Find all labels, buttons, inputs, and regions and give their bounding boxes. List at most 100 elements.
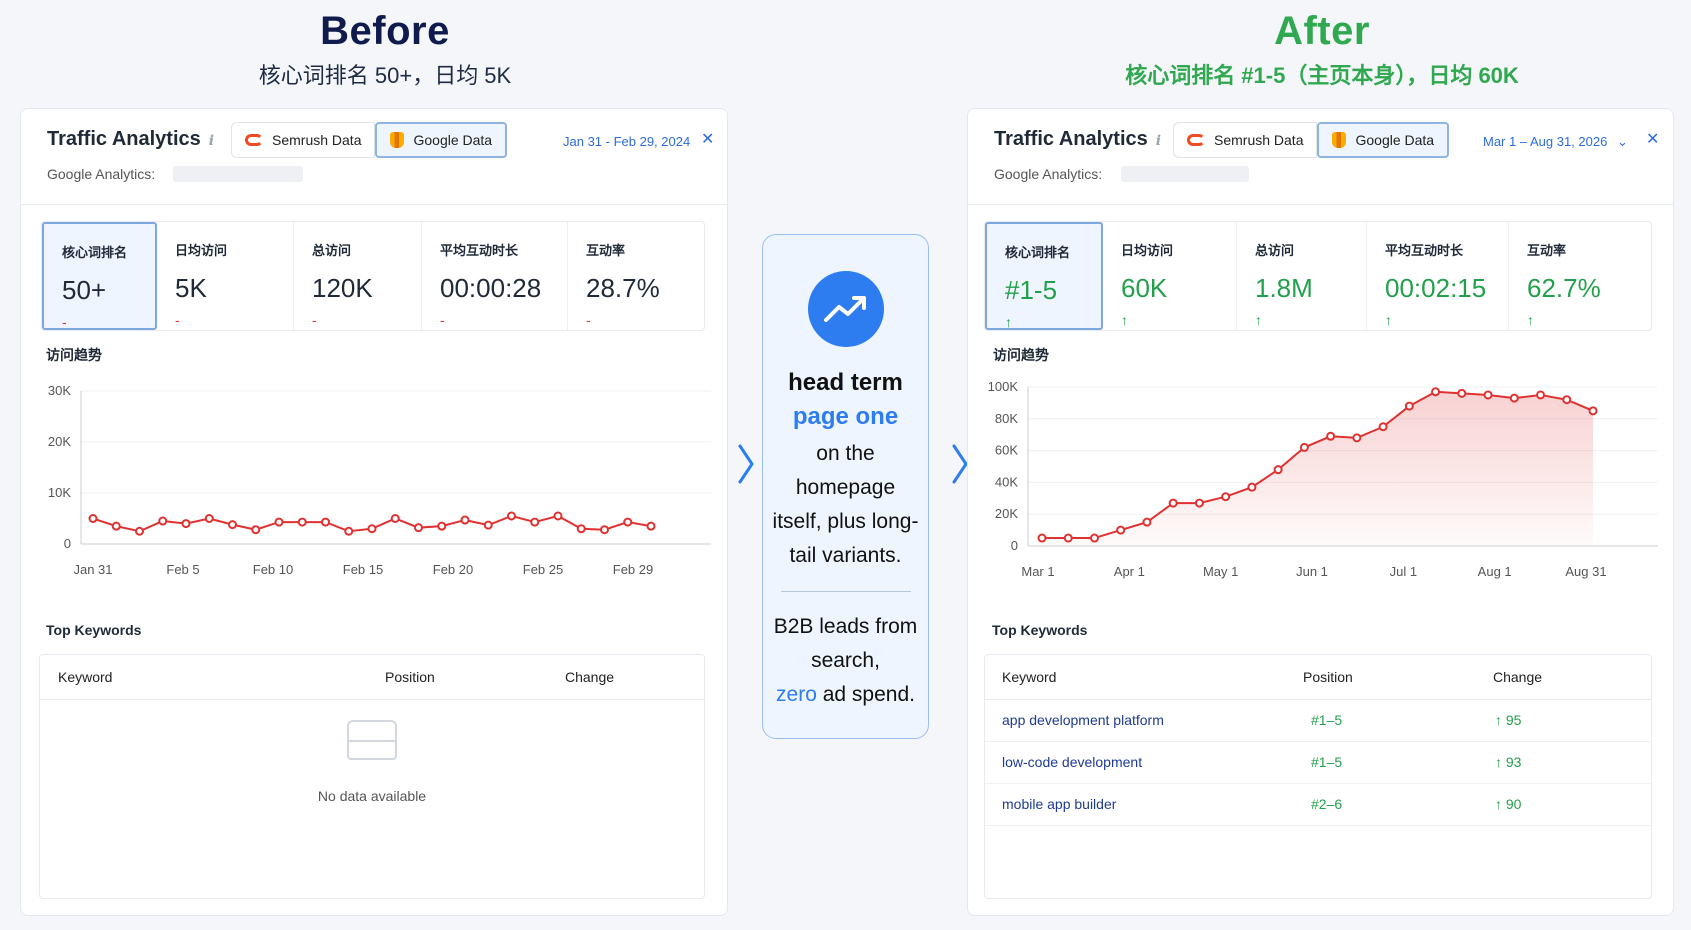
data-point[interactable] — [600, 525, 609, 535]
tab-google-data[interactable]: Google Data — [375, 122, 508, 158]
google-analytics-icon — [390, 132, 405, 148]
data-point[interactable] — [507, 511, 516, 521]
column-keyword: Keyword — [58, 669, 113, 685]
data-point[interactable] — [1221, 492, 1231, 502]
data-point[interactable] — [297, 517, 307, 527]
data-point[interactable] — [1116, 525, 1126, 535]
info-icon[interactable]: i — [1155, 133, 1162, 149]
data-point[interactable] — [204, 514, 214, 523]
data-point[interactable] — [367, 524, 377, 534]
y-tick-label: 100K — [988, 379, 1019, 394]
data-point[interactable] — [1378, 422, 1388, 432]
data-point[interactable] — [414, 523, 423, 533]
metric-card[interactable]: 日均访问 5K - — [157, 222, 294, 330]
metric-indicator: ↑ — [1121, 312, 1128, 328]
data-point[interactable] — [1509, 393, 1519, 403]
keyword-cell: app development platform — [1002, 712, 1164, 728]
metric-card[interactable]: 平均互动时长 00:02:15 ↑ — [1367, 222, 1509, 330]
table-row[interactable]: mobile app builder #2–6 ↑ 90 — [985, 784, 1651, 826]
data-point[interactable] — [530, 517, 540, 527]
metric-card[interactable]: 核心词排名 #1-5 ↑ — [985, 222, 1103, 330]
data-point[interactable] — [437, 521, 447, 531]
panel-header: Traffic Analytics i Semrush Data Google D… — [21, 109, 727, 205]
data-point[interactable] — [1273, 465, 1283, 475]
data-point[interactable] — [1588, 406, 1598, 416]
keyword-cell: low-code development — [1002, 754, 1143, 770]
data-point[interactable] — [251, 525, 261, 535]
before-traffic-chart: 0 10K 20K 30K Jan 31 Feb 5 Feb 10 Feb 15 Feb 20 F… — [48, 383, 711, 577]
y-tick-label: 20K — [995, 506, 1018, 521]
tab-google-data[interactable]: Google Data — [1317, 122, 1450, 158]
data-point[interactable] — [460, 515, 470, 525]
metric-card[interactable]: 核心词排名 50+ - — [42, 222, 157, 330]
x-tick-label: Apr 1 — [1114, 564, 1145, 579]
data-point[interactable] — [1352, 433, 1362, 443]
table-row[interactable]: app development platform #1–5 ↑ 95 — [985, 700, 1651, 742]
data-point[interactable] — [1037, 533, 1047, 543]
metric-card[interactable]: 日均访问 60K ↑ — [1103, 222, 1237, 330]
data-point[interactable] — [1457, 388, 1467, 398]
data-point[interactable] — [576, 524, 586, 534]
x-tick-label: Feb 5 — [166, 562, 199, 577]
data-point[interactable] — [111, 521, 121, 531]
date-range-picker[interactable]: Mar 1 – Aug 31, 2026 ⌄ — [1483, 134, 1628, 150]
metric-value: 28.7% — [586, 273, 660, 303]
data-point[interactable] — [1299, 442, 1309, 452]
data-point[interactable] — [1168, 498, 1178, 508]
data-point[interactable] — [1404, 401, 1414, 411]
data-point[interactable] — [1089, 533, 1099, 543]
table-header: Keyword Position Change — [985, 655, 1651, 700]
data-point[interactable] — [88, 514, 98, 523]
data-point[interactable] — [1536, 390, 1546, 400]
data-point[interactable] — [483, 520, 493, 530]
redacted-account — [173, 166, 303, 182]
data-point[interactable] — [1562, 395, 1572, 405]
close-icon[interactable]: ✕ — [701, 131, 715, 148]
info-icon[interactable]: i — [208, 133, 215, 149]
data-point[interactable] — [1063, 533, 1073, 543]
data-point[interactable] — [1142, 517, 1152, 527]
trend-section-title: 访问趋势 — [46, 347, 102, 363]
data-point[interactable] — [1326, 431, 1336, 441]
metric-indicator: - — [175, 312, 180, 328]
metric-card[interactable]: 总访问 1.8M ↑ — [1237, 222, 1367, 330]
data-point[interactable] — [1483, 390, 1493, 400]
metric-value: 1.8M — [1255, 273, 1313, 303]
data-point[interactable] — [646, 521, 656, 531]
table-row[interactable]: low-code development #1–5 ↑ 93 — [985, 742, 1651, 784]
trend-section-title: 访问趋势 — [993, 347, 1049, 363]
tab-semrush-data[interactable]: Semrush Data — [1173, 122, 1318, 158]
metric-card[interactable]: 平均互动时长 00:00:28 - — [422, 222, 568, 330]
date-range-picker[interactable]: Jan 31 - Feb 29, 2024 — [563, 134, 691, 149]
data-point[interactable] — [1194, 498, 1204, 508]
metric-label: 平均互动时长 — [1385, 243, 1464, 258]
metric-indicator: ↑ — [1527, 312, 1534, 328]
data-point[interactable] — [135, 526, 144, 536]
summary-line-3: on the homepage itself, plus long-tail v… — [772, 442, 919, 567]
data-point[interactable] — [344, 526, 354, 536]
data-point[interactable] — [623, 517, 633, 527]
data-point[interactable] — [274, 517, 284, 527]
data-point[interactable] — [321, 517, 330, 527]
data-point[interactable] — [181, 519, 191, 529]
metric-card[interactable]: 互动率 28.7% - — [568, 222, 704, 330]
data-point[interactable] — [158, 516, 168, 526]
y-tick-label: 10K — [48, 485, 71, 500]
data-point[interactable] — [553, 511, 563, 521]
metric-card[interactable]: 互动率 62.7% ↑ — [1509, 222, 1651, 330]
tab-semrush-data[interactable]: Semrush Data — [231, 122, 376, 158]
trending-up-icon — [807, 271, 884, 347]
chevron-right-icon — [738, 444, 754, 484]
close-icon[interactable]: ✕ — [1646, 131, 1660, 148]
metric-indicator: - — [440, 312, 445, 328]
column-position: Position — [385, 669, 435, 685]
data-point[interactable] — [1431, 387, 1441, 397]
data-point[interactable] — [1247, 482, 1257, 492]
x-tick-label: Feb 29 — [613, 562, 653, 577]
x-tick-label: Jan 31 — [73, 562, 112, 577]
data-point[interactable] — [390, 514, 400, 523]
data-point[interactable] — [228, 520, 237, 530]
y-tick-label: 60K — [995, 443, 1018, 458]
summary-leads-text: B2B leads from search, — [773, 615, 918, 672]
metric-card[interactable]: 总访问 120K - — [294, 222, 422, 330]
